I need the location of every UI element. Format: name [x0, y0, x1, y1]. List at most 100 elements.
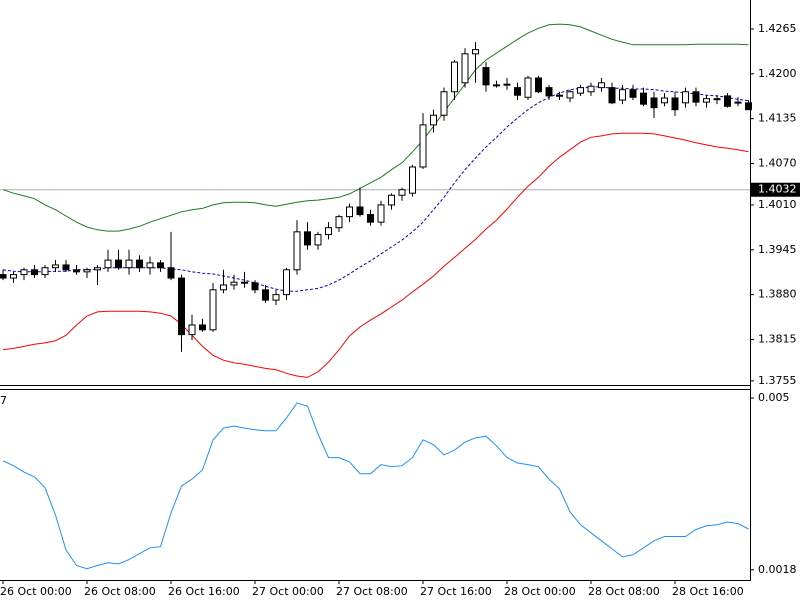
candle-body — [440, 91, 448, 116]
candle-body — [178, 277, 185, 336]
candle-body — [608, 87, 616, 104]
candle-body — [461, 53, 469, 84]
y-tick-label: 0.005 — [758, 391, 790, 404]
candle-body — [661, 97, 668, 104]
candle-body — [167, 267, 175, 279]
line-series — [2, 132, 749, 378]
candle-body — [419, 124, 427, 168]
y-tick-label: 1.4265 — [758, 22, 797, 35]
candle-body — [409, 166, 416, 194]
candle-body — [682, 91, 689, 104]
candle-body — [10, 274, 17, 279]
candle-body — [304, 231, 311, 246]
candle-body — [388, 194, 395, 206]
candle-body — [577, 87, 584, 94]
candle-body — [367, 214, 374, 223]
candle-body — [335, 216, 343, 229]
x-tick-label: 26 Oct 08:00 — [84, 585, 156, 598]
candle-body — [20, 269, 28, 276]
candle-body — [524, 77, 532, 98]
candle-body — [472, 49, 479, 55]
candle-body — [0, 274, 7, 279]
y-tick-label: 1.3815 — [758, 332, 797, 345]
candle-body — [272, 294, 280, 301]
y-tick-label: 1.4010 — [758, 198, 797, 211]
y-tick-label: 0.0018 — [758, 563, 797, 576]
line-series — [2, 402, 749, 570]
candle-body — [199, 324, 206, 331]
x-tick-label: 26 Oct 16:00 — [168, 585, 240, 598]
candle-body — [629, 89, 637, 98]
candle-body — [293, 231, 301, 271]
candle-body — [587, 85, 595, 93]
candle-body — [325, 227, 332, 236]
candle-body — [104, 259, 112, 269]
x-tick-label: 27 Oct 00:00 — [252, 585, 324, 598]
candle-body — [514, 87, 521, 96]
candle-body — [713, 98, 721, 101]
candle-body — [724, 95, 731, 107]
current-price-box — [751, 182, 800, 197]
candle-body — [157, 262, 164, 269]
candle-body — [598, 82, 605, 89]
candle-body — [241, 281, 248, 284]
candle-body — [41, 267, 49, 276]
candle-body — [692, 91, 700, 103]
y-tick-label: 1.3755 — [758, 374, 797, 387]
candle-body — [83, 269, 91, 273]
y-tick-label: 1.4135 — [758, 112, 797, 125]
x-tick-label: 27 Oct 08:00 — [336, 585, 408, 598]
candle-body — [503, 83, 511, 86]
candle-body — [251, 282, 259, 291]
candle-body — [451, 61, 458, 93]
candle-body — [430, 114, 437, 126]
candle-body — [619, 89, 626, 101]
candle-body — [314, 234, 322, 246]
x-tick-label: 26 Oct 00:00 — [0, 585, 72, 598]
candle-body — [745, 102, 752, 111]
candle-body — [146, 262, 154, 269]
candle-body — [230, 281, 238, 286]
y-tick-label: 1.4200 — [758, 67, 797, 80]
candle-body — [703, 98, 710, 103]
candle-body — [377, 204, 385, 223]
candle-body — [73, 269, 80, 273]
candle-body — [640, 92, 647, 105]
candle-body — [535, 77, 542, 93]
candle-body — [125, 259, 133, 269]
candle-body — [262, 289, 269, 301]
candle-body — [482, 67, 490, 86]
candle-body — [356, 206, 364, 216]
x-tick-label: 28 Oct 16:00 — [672, 585, 744, 598]
candle-body — [398, 189, 406, 196]
y-tick-label: 1.3880 — [758, 288, 797, 301]
candle-body — [115, 259, 122, 269]
x-tick-label: 27 Oct 16:00 — [420, 585, 492, 598]
x-tick-label: 28 Oct 08:00 — [588, 585, 660, 598]
candle-body — [52, 264, 59, 269]
indicator-label: 7 — [0, 394, 7, 407]
line-series — [2, 23, 749, 232]
y-tick-label: 1.3945 — [758, 243, 797, 256]
y-tick-label: 1.4070 — [758, 157, 797, 170]
candle-body — [283, 269, 290, 296]
candle-body — [556, 94, 563, 97]
current-price-label: 1.4032 — [758, 183, 797, 196]
candle-body — [545, 87, 553, 97]
x-tick-label: 28 Oct 00:00 — [504, 585, 576, 598]
candle-body — [209, 289, 217, 331]
candle-body — [566, 91, 574, 99]
candle-body — [136, 259, 143, 269]
candle-body — [94, 267, 101, 271]
candle-body — [188, 324, 196, 336]
candle-body — [31, 269, 38, 276]
candle-body — [734, 101, 742, 104]
candle-body — [650, 97, 658, 109]
candle-body — [62, 264, 70, 271]
candle-body — [346, 206, 353, 218]
candle-body — [493, 84, 500, 87]
candle-body — [671, 97, 679, 111]
